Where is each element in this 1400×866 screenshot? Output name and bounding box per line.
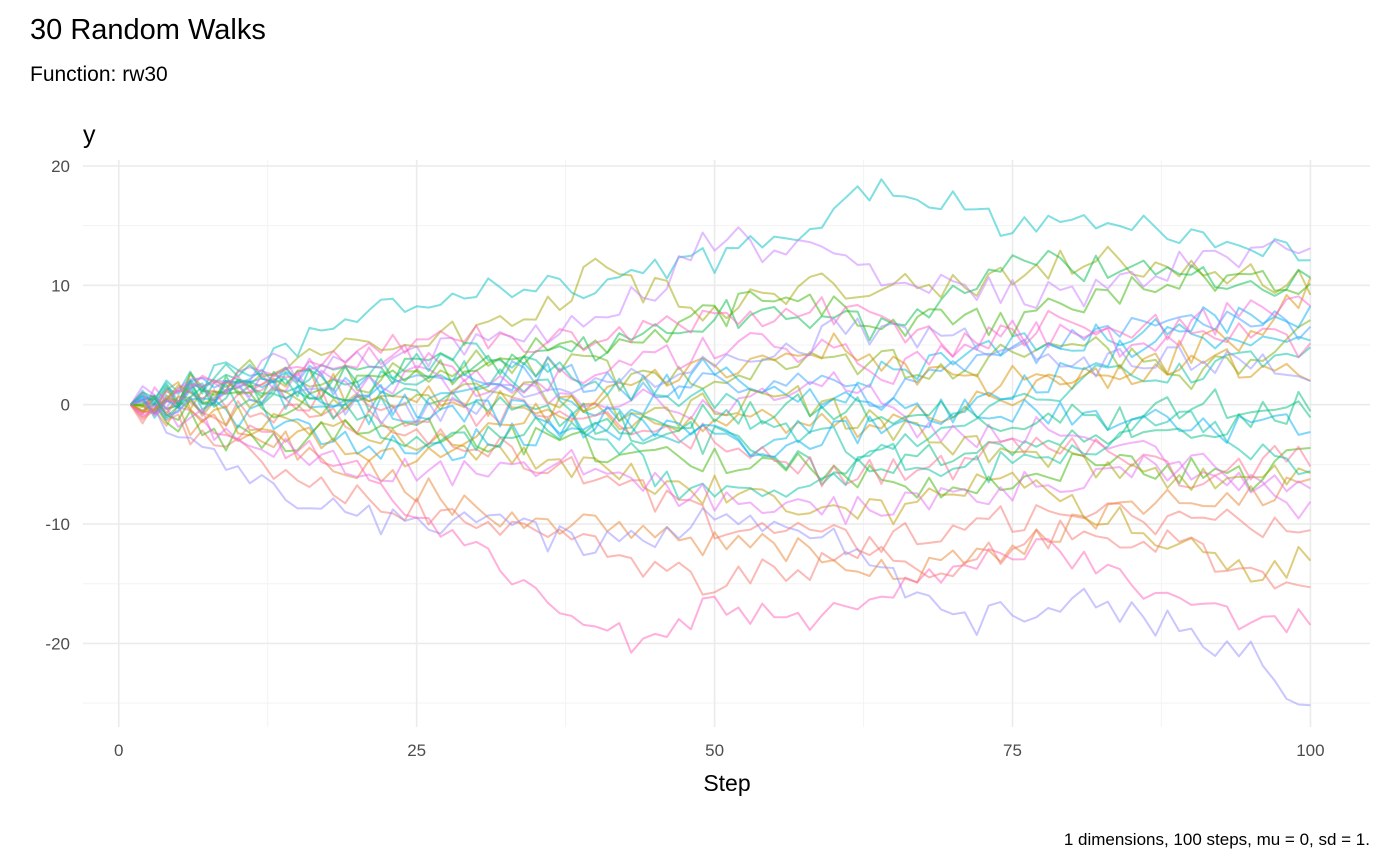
x-tick-label: 50 (705, 741, 724, 760)
walk-line (130, 398, 1311, 707)
major-gridlines (83, 160, 1370, 727)
walk-line (129, 296, 1312, 416)
walk-line (130, 317, 1311, 426)
walk-line (129, 396, 1312, 654)
walk-line (130, 341, 1311, 484)
y-tick-label: -10 (45, 515, 70, 534)
x-tick-label: 0 (114, 741, 123, 760)
walk-line (129, 378, 1312, 452)
chart-subtitle: Function: rw30 (30, 63, 168, 86)
x-axis-label: Step (703, 770, 750, 796)
walk-line (130, 403, 1311, 499)
walk-lines (129, 178, 1312, 707)
walk-line (130, 399, 1312, 525)
y-tick-labels: 20 10 0 -10 -20 (45, 157, 70, 653)
minor-gridlines (83, 160, 1370, 727)
x-tick-label: 100 (1296, 741, 1324, 760)
x-tick-labels: 0 25 50 75 100 (114, 741, 1325, 760)
walk-line (130, 295, 1312, 416)
y-tick-label: -20 (45, 634, 70, 653)
walk-line (129, 226, 1311, 410)
walk-line (130, 394, 1311, 590)
x-tick-label: 25 (407, 741, 426, 760)
y-tick-label: 0 (61, 396, 70, 415)
y-tick-label: 10 (51, 276, 70, 295)
walk-line (129, 365, 1311, 494)
walk-line (130, 318, 1311, 457)
y-tick-label: 20 (51, 157, 70, 176)
chart-caption: 1 dimensions, 100 steps, mu = 0, sd = 1. (1064, 830, 1370, 849)
chart-title: 30 Random Walks (30, 14, 266, 46)
walk-line (130, 178, 1311, 406)
walk-line (130, 370, 1311, 459)
walk-line (129, 310, 1312, 408)
walk-line (130, 395, 1312, 583)
y-axis-label: y (83, 121, 96, 149)
x-tick-label: 75 (1003, 741, 1022, 760)
walk-line (130, 332, 1311, 468)
